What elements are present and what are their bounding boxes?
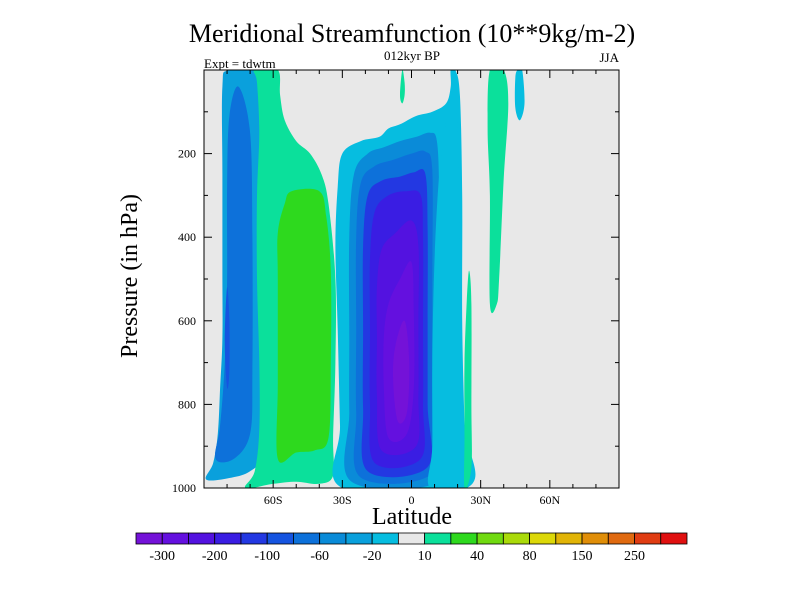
colorbar-label: -200	[202, 549, 228, 564]
chart-title: Meridional Streamfunction (10**9kg/m-2)	[189, 19, 635, 48]
colorbar-swatch	[476, 532, 504, 545]
colorbar-label: 40	[470, 549, 484, 564]
colorbar-label: 10	[418, 549, 432, 564]
colorbar-swatch	[188, 532, 216, 545]
colorbar-swatch	[607, 532, 635, 545]
y-tick-label: 1000	[172, 481, 196, 495]
colorbar-swatch	[266, 532, 294, 545]
colorbar-swatch	[555, 532, 583, 545]
colorbar-swatch	[581, 532, 609, 545]
colorbar-label: 250	[624, 549, 645, 564]
colorbar-label: -60	[310, 549, 329, 564]
colorbar-label: -300	[149, 549, 175, 564]
contour-sh-ferrel-core	[276, 188, 332, 463]
colorbar-swatch	[397, 532, 426, 545]
colorbar-swatch	[319, 532, 347, 545]
chart-subtitle-center: 012kyr BP	[384, 48, 440, 63]
y-tick-label: 200	[178, 147, 196, 161]
contour-nh-band-2	[464, 270, 472, 488]
contour-hadley-core	[392, 320, 410, 424]
contour-nh-band-4	[514, 70, 525, 121]
y-axis: 200 400 600 800 1000	[172, 111, 619, 495]
colorbar-swatch	[345, 532, 373, 545]
colorbar-label: -20	[363, 549, 382, 564]
colorbar-swatch	[214, 532, 242, 545]
contour-nh-band-1	[427, 85, 469, 488]
colorbar-label: 80	[523, 549, 537, 564]
x-tick-label: 0	[409, 493, 415, 507]
contour-layer	[205, 70, 525, 488]
y-tick-label: 600	[178, 314, 196, 328]
colorbar-swatch	[240, 532, 268, 545]
colorbar-swatch	[135, 532, 163, 545]
contour-sh-cell-mid	[214, 86, 253, 463]
colorbar-swatch	[424, 532, 452, 545]
chart-subtitle-right: JJA	[599, 50, 619, 65]
x-tick-label: 30N	[470, 493, 491, 507]
x-tick-label: 30S	[333, 493, 352, 507]
x-tick-label: 60S	[264, 493, 283, 507]
y-tick-label: 400	[178, 230, 196, 244]
x-axis-label: Latitude	[372, 504, 452, 530]
colorbar-swatch	[161, 532, 189, 545]
colorbar: -300 -200 -100 -60 -20 10 40 80 150 250	[135, 532, 688, 564]
colorbar-swatch	[450, 532, 478, 545]
contour-upper-blob	[400, 70, 405, 104]
x-tick-label: 60N	[539, 493, 560, 507]
chart-subtitle-left: Expt = tdwtm	[204, 56, 276, 71]
x-axis: 60S 30S 0 30N 60N	[226, 70, 597, 507]
colorbar-label: 150	[572, 549, 593, 564]
colorbar-swatch	[293, 532, 321, 545]
colorbar-swatch	[660, 532, 688, 545]
contour-sh-cell-core	[224, 287, 230, 389]
contour-nh-band-3	[487, 70, 509, 314]
colorbar-swatch	[529, 532, 557, 545]
colorbar-swatch	[502, 532, 530, 545]
y-tick-label: 800	[178, 397, 196, 411]
colorbar-swatch	[634, 532, 662, 545]
colorbar-swatch	[371, 532, 399, 545]
colorbar-label: -100	[254, 549, 280, 564]
y-axis-label: Pressure (in hPa)	[117, 194, 143, 358]
